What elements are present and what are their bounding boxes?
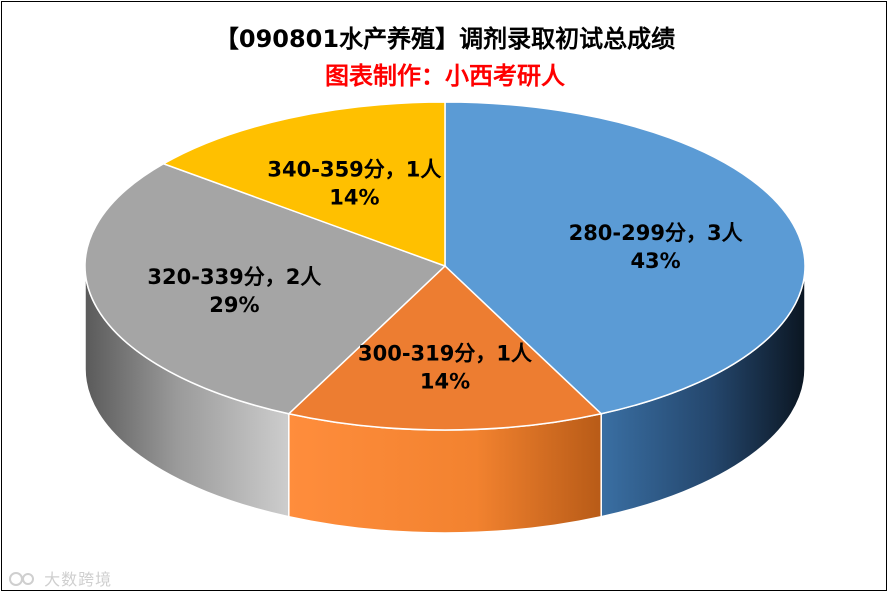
percent-label-320-339: 29%: [209, 293, 259, 317]
pie-slice-320-339: [84, 162, 447, 415]
pie-side-300-319: [288, 412, 602, 534]
pie-top-faces: [84, 101, 806, 431]
percent-label-280-299: 43%: [630, 249, 680, 273]
pie-data-labels: 280-299分，3人 43% 300-319分，1人 14% 320-339分，2人 2…: [147, 157, 742, 393]
chart-subtitle: 图表制作：小西考研人: [325, 62, 565, 90]
data-label-340-359: 340-359分，1人: [267, 157, 441, 181]
watermark-text: 大数跨境: [44, 570, 113, 589]
data-label-300-319: 300-319分，1人: [358, 341, 532, 365]
percent-label-300-319: 14%: [420, 369, 470, 393]
pie-slice-340-359: [161, 101, 446, 268]
pie-slice-280-299: [444, 101, 806, 415]
chart-title: 【090801水产养殖】调剂录取初试总成绩: [214, 25, 676, 53]
circular-logo-icon: [9, 572, 34, 586]
pie-slice-300-319: [287, 264, 603, 431]
watermark: 大数跨境: [8, 566, 112, 590]
percent-label-340-359: 14%: [329, 185, 379, 209]
data-label-280-299: 280-299分，3人: [569, 221, 743, 245]
data-label-320-339: 320-339分，2人: [147, 265, 321, 289]
